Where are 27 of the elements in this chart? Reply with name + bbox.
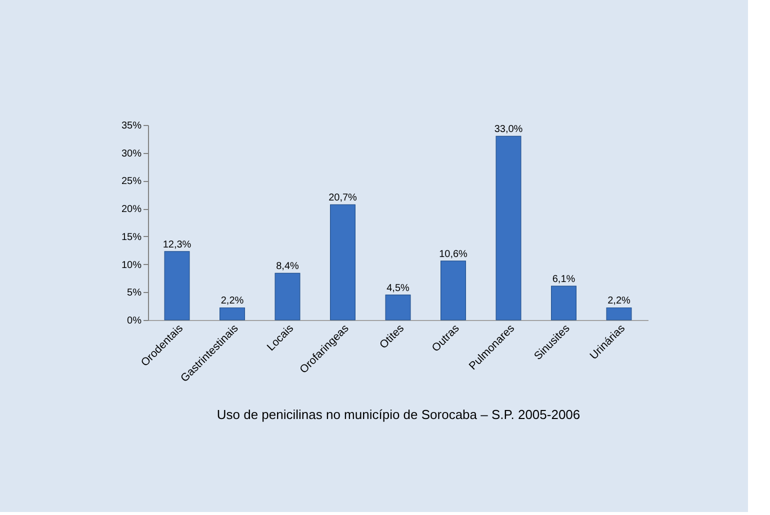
y-tick-label: 15%: [121, 232, 142, 243]
y-tick-label: 10%: [121, 260, 142, 271]
y-tick-label: 20%: [121, 204, 142, 216]
x-axis-title: Uso de penicilinas no município de Sorocaba – S.P. 2005-2006: [216, 406, 580, 422]
bar: [440, 260, 466, 320]
y-tick-label: 30%: [121, 148, 142, 160]
data-label: 4,5%: [386, 282, 410, 294]
bar: [330, 204, 356, 320]
bar: [606, 307, 632, 320]
data-label: 33,0%: [494, 124, 523, 136]
data-label: 12,3%: [162, 239, 192, 250]
data-label: 2,2%: [220, 296, 244, 307]
y-tick-label: 25%: [121, 176, 142, 188]
bar: [551, 286, 576, 320]
bar: [274, 272, 300, 320]
bar: [220, 307, 245, 320]
data-label: 6,1%: [552, 274, 576, 286]
data-label: 10,6%: [439, 248, 468, 260]
bar: [496, 136, 522, 320]
bar: [385, 294, 411, 320]
bar: [164, 251, 190, 320]
data-label: 8,4%: [276, 261, 300, 272]
y-tick-label: 5%: [127, 288, 142, 299]
y-tick-label: 0%: [127, 316, 142, 326]
data-label: 2,2%: [608, 296, 630, 307]
y-tick-label: 35%: [121, 120, 142, 132]
data-label: 20,7%: [328, 192, 358, 204]
